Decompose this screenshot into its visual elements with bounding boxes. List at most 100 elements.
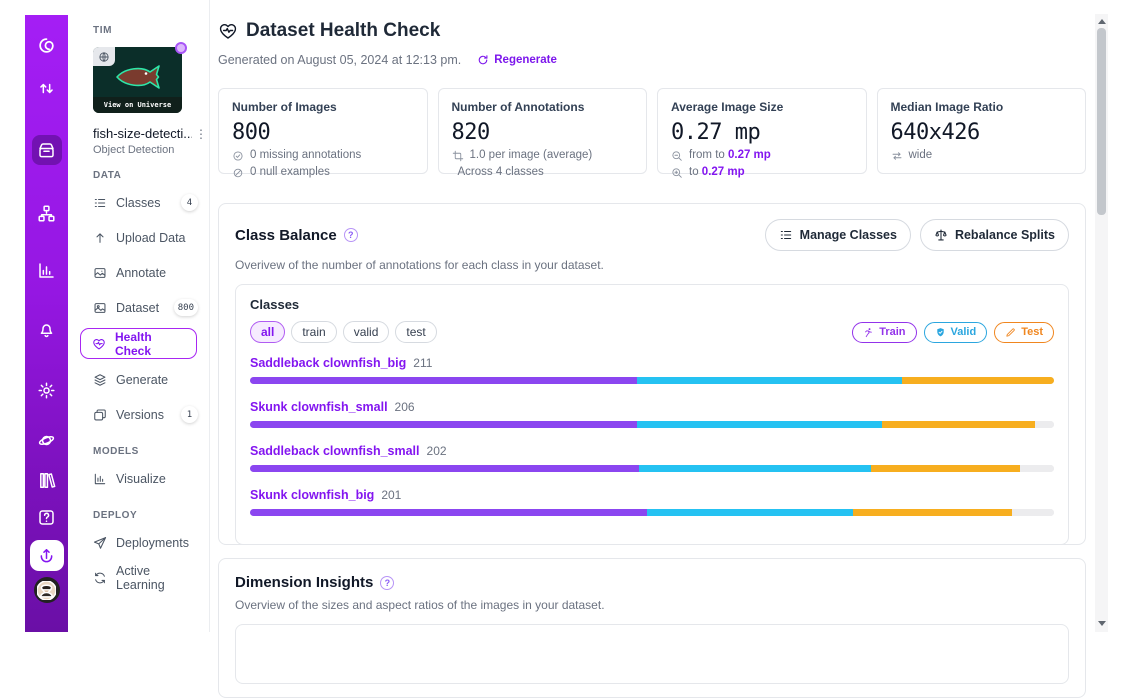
train-segment	[250, 421, 637, 428]
stat-detail-link[interactable]: 0.27 mp	[702, 166, 745, 178]
sidebar-item-active-learning[interactable]: Active Learning	[93, 560, 198, 595]
sidebar-item-generate[interactable]: Generate	[93, 362, 198, 397]
zoom-in-icon	[671, 167, 683, 179]
globe-icon	[93, 47, 115, 66]
icon-rail	[25, 15, 68, 632]
test-segment	[882, 421, 1035, 428]
list-ol-icon	[93, 196, 107, 210]
sidebar-item-visualize[interactable]: Visualize	[93, 461, 198, 496]
view-on-universe-button[interactable]: View on Universe	[93, 97, 182, 113]
universe-icon[interactable]	[32, 425, 62, 455]
refresh-icon	[477, 54, 489, 66]
status-dot	[175, 42, 187, 54]
generated-timestamp: Generated on August 05, 2024 at 12:13 pm…	[218, 53, 461, 67]
stat-detail: from to 0.27 mp	[689, 149, 771, 162]
heart-pulse-icon	[92, 337, 106, 351]
train-segment	[250, 377, 637, 384]
sidebar-item-label: Generate	[116, 373, 168, 387]
manage-classes-button[interactable]: Manage Classes	[765, 219, 911, 251]
class-name-link[interactable]: Skunk clownfish_small	[250, 400, 388, 414]
regenerate-button[interactable]: Regenerate	[477, 54, 557, 66]
project-type: Object Detection	[93, 144, 209, 156]
help-icon[interactable]	[32, 502, 62, 532]
filter-pill-test[interactable]: test	[395, 321, 436, 343]
project-menu-icon[interactable]: ⋮	[192, 127, 210, 141]
roboflow-logo-icon[interactable]	[32, 30, 62, 60]
class-name-link[interactable]: Skunk clownfish_big	[250, 488, 374, 502]
class-name-link[interactable]: Saddleback clownfish_big	[250, 356, 406, 370]
stat-detail: 0 null examples	[250, 166, 330, 179]
legend-pill-train[interactable]: Train	[852, 322, 916, 343]
nav-section-deploy: DEPLOY	[93, 510, 209, 521]
scroll-down-arrow[interactable]	[1098, 621, 1106, 626]
check-circle-icon	[232, 150, 244, 162]
scrollbar[interactable]	[1095, 14, 1108, 632]
transfers-icon[interactable]	[32, 73, 62, 103]
project-name: fish-size-detecti...	[93, 126, 192, 141]
sidebar-item-deployments[interactable]: Deployments	[93, 525, 198, 560]
help-badge-icon[interactable]: ?	[380, 576, 394, 590]
avatar[interactable]	[34, 577, 60, 603]
layers-icon	[93, 373, 107, 387]
help-badge-icon[interactable]: ?	[344, 228, 358, 242]
legend-pill-test[interactable]: Test	[994, 322, 1054, 343]
filter-pill-valid[interactable]: valid	[343, 321, 390, 343]
class-name-link[interactable]: Saddleback clownfish_small	[250, 444, 420, 458]
stat-detail: 1.0 per image (average)	[470, 149, 593, 162]
documentation-icon[interactable]	[32, 465, 62, 495]
upload-icon[interactable]	[30, 540, 64, 571]
sidebar-item-label: Deployments	[116, 536, 189, 550]
class-balance-card: Class Balance? Manage Classes Rebalance …	[218, 203, 1086, 545]
list-icon	[779, 228, 793, 242]
runner-icon	[863, 327, 874, 338]
sidebar-item-label: Dataset	[116, 301, 159, 315]
dimension-insights-subtitle: Overview of the sizes and aspect ratios …	[235, 598, 1069, 612]
class-balance-bar	[250, 421, 1054, 428]
sidebar-item-upload-data[interactable]: Upload Data	[93, 220, 198, 255]
stat-detail-link[interactable]: 0.27 mp	[728, 149, 771, 161]
remainder-segment	[1020, 465, 1054, 472]
scroll-up-arrow[interactable]	[1098, 19, 1106, 24]
class-count: 201	[381, 488, 401, 502]
stat-value: 640x426	[891, 120, 1073, 145]
dimension-insights-card: Dimension Insights? Overview of the size…	[218, 558, 1086, 698]
legend-pill-valid[interactable]: Valid	[924, 322, 988, 343]
project-thumbnail[interactable]: View on Universe	[93, 47, 182, 113]
heart-pulse-icon	[218, 21, 238, 41]
sidebar-item-dataset[interactable]: Dataset 800	[93, 290, 198, 325]
sidebar-item-health-check[interactable]: Health Check	[80, 328, 197, 359]
versions-icon	[93, 408, 107, 422]
filter-pill-train[interactable]: train	[291, 321, 336, 343]
class-balance-bar	[250, 377, 1054, 384]
workflows-icon[interactable]	[32, 198, 62, 228]
notifications-icon[interactable]	[32, 315, 62, 345]
class-count: 202	[427, 444, 447, 458]
projects-icon[interactable]	[32, 135, 62, 165]
rebalance-splits-button[interactable]: Rebalance Splits	[920, 219, 1069, 251]
train-segment	[250, 465, 639, 472]
stat-title: Average Image Size	[671, 100, 853, 114]
dimension-panel	[235, 624, 1069, 684]
sidebar-item-annotate[interactable]: Annotate	[93, 255, 198, 290]
test-segment	[871, 465, 1021, 472]
count-badge: 1	[181, 406, 198, 423]
count-badge: 800	[174, 299, 198, 316]
settings-icon[interactable]	[32, 375, 62, 405]
pencil-icon	[1005, 327, 1016, 338]
stat-value: 820	[452, 120, 634, 145]
upload-arrow-icon	[93, 231, 107, 245]
zoom-out-icon	[671, 150, 683, 162]
analytics-icon[interactable]	[32, 255, 62, 285]
split-legend: Train Valid Test	[852, 322, 1054, 343]
filter-pill-all[interactable]: all	[250, 321, 285, 343]
scrollbar-thumb[interactable]	[1097, 28, 1106, 215]
valid-segment	[639, 465, 871, 472]
